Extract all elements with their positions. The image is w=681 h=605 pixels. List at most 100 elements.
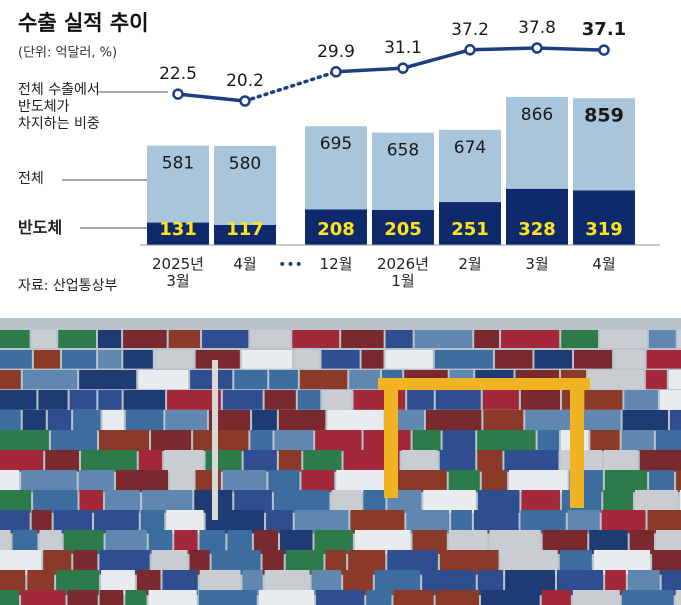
photo-container: [679, 490, 681, 513]
photo-container: [252, 410, 277, 431]
photo-container: [601, 510, 646, 534]
photo-container: [584, 390, 623, 410]
photo-container: [115, 470, 169, 493]
photo-container: [21, 470, 77, 493]
photo-container: [624, 390, 658, 410]
photo-container: [62, 350, 97, 369]
photo-container: [481, 470, 508, 493]
photo-container: [327, 410, 384, 431]
photo-container: [31, 510, 52, 534]
photo-container: [385, 330, 413, 348]
photo-container: [385, 350, 433, 369]
photo-container: [361, 350, 384, 369]
x-tick-label: 3월: [525, 255, 549, 273]
photo-container: [99, 590, 124, 605]
photo-container: [142, 490, 193, 513]
value-label: 674: [454, 138, 486, 158]
chart-subtitle: (단위: 억달러, %): [18, 46, 117, 61]
share-point: [464, 44, 476, 56]
photo-container: [264, 390, 296, 410]
share-point: [172, 88, 184, 100]
photo-container: [99, 430, 150, 451]
photo-container: [269, 370, 298, 390]
photo-container: [412, 430, 441, 451]
value-label: 328: [518, 219, 556, 240]
photo-container: [477, 430, 536, 451]
legend-label: 전체: [18, 171, 44, 187]
photo-container: [148, 530, 173, 554]
photo-container: [603, 490, 633, 513]
share-label: 31.1: [384, 38, 422, 58]
chart-title: 수출 실적 추이: [18, 11, 149, 35]
photo-container: [168, 330, 201, 348]
value-label: 580: [229, 154, 261, 174]
photo-container: [451, 510, 472, 534]
photo-container: [0, 410, 21, 431]
photo-container: [0, 470, 20, 493]
photo-container: [541, 590, 571, 605]
photo: [0, 318, 681, 605]
photo-container: [205, 510, 265, 534]
photo-container: [406, 510, 450, 534]
photo-container: [675, 590, 681, 605]
photo-container: [193, 430, 249, 451]
photo-container: [336, 470, 394, 493]
x-tick-label: 2월: [458, 255, 482, 273]
photo-container: [434, 350, 493, 369]
photo-container: [0, 330, 30, 348]
photo-container: [262, 550, 284, 575]
photo-container: [136, 570, 161, 596]
photo-container: [448, 470, 480, 493]
photo-container: [604, 470, 648, 493]
photo-container: [303, 450, 342, 472]
value-label: 581: [162, 154, 194, 174]
value-label: 658: [387, 141, 419, 161]
photo-container: [349, 370, 380, 390]
photo-container: [243, 450, 277, 472]
photo-container: [250, 330, 291, 348]
photo-container: [22, 370, 78, 390]
share-line: [177, 92, 246, 103]
photo-container: [435, 590, 479, 605]
x-tick-label: 4월: [233, 255, 257, 273]
photo-container: [537, 430, 559, 451]
photo-container: [600, 330, 647, 348]
photo-container: [414, 330, 473, 348]
share-label: 22.5: [159, 64, 197, 84]
photo-container: [69, 390, 97, 410]
photo-container: [38, 390, 68, 410]
share-line: [335, 66, 404, 74]
value-label: 251: [451, 219, 489, 240]
legend-label: 전체 수출에서 반도체가 차지하는 비중: [18, 82, 100, 132]
photo-container: [578, 410, 621, 431]
share-point: [531, 42, 543, 54]
photo-container: [0, 390, 37, 410]
photo-container: [331, 490, 362, 513]
photo-container: [53, 510, 92, 534]
bar-semiconductor: [305, 209, 367, 245]
photo-crane: [378, 378, 590, 390]
share-point: [330, 66, 342, 78]
photo-container: [0, 510, 30, 534]
photo-container: [0, 530, 11, 554]
photo-container: [477, 450, 503, 472]
photo-container: [366, 590, 392, 605]
photo-container: [222, 470, 267, 493]
share-label: 37.2: [451, 20, 489, 40]
share-label: 37.8: [518, 18, 556, 38]
photo-container: [39, 530, 62, 554]
photo-container: [125, 590, 147, 605]
value-label: 859: [584, 105, 624, 127]
value-label: 319: [585, 219, 623, 240]
share-point: [397, 62, 409, 74]
photo-container: [477, 490, 520, 513]
photo-container: [148, 590, 197, 605]
photo-container: [67, 590, 98, 605]
photo-container: [140, 510, 165, 534]
photo-container: [621, 590, 674, 605]
share-label: 37.1: [582, 19, 626, 40]
legend-label: 반도체: [18, 218, 63, 237]
photo-container: [509, 470, 568, 493]
photo-container: [297, 390, 321, 410]
